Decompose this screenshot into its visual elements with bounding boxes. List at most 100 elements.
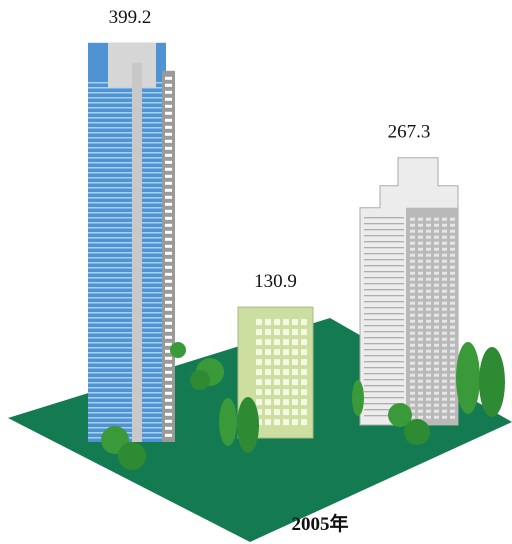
window <box>434 307 439 311</box>
window <box>256 339 262 346</box>
window <box>165 300 172 304</box>
window <box>450 307 455 311</box>
window <box>450 379 455 383</box>
window <box>410 361 415 365</box>
window <box>418 253 423 257</box>
window <box>450 349 455 353</box>
window <box>442 301 447 305</box>
window <box>292 369 298 376</box>
window <box>410 385 415 389</box>
window <box>418 397 423 401</box>
window <box>165 328 172 332</box>
window <box>450 415 455 419</box>
window <box>434 253 439 257</box>
window <box>434 337 439 341</box>
window <box>301 419 307 426</box>
window <box>418 319 423 323</box>
window <box>442 325 447 329</box>
window <box>426 337 431 341</box>
window <box>256 359 262 366</box>
window <box>434 319 439 323</box>
window <box>256 329 262 336</box>
window <box>274 319 280 326</box>
window <box>265 399 271 406</box>
window <box>165 118 172 122</box>
window <box>256 409 262 416</box>
window <box>450 325 455 329</box>
window <box>434 277 439 281</box>
window <box>426 223 431 227</box>
window <box>301 409 307 416</box>
window <box>274 379 280 386</box>
window <box>292 389 298 396</box>
window <box>165 293 172 297</box>
window <box>442 313 447 317</box>
window <box>274 399 280 406</box>
window <box>410 265 415 269</box>
window <box>450 223 455 227</box>
window <box>426 253 431 257</box>
window <box>418 289 423 293</box>
window <box>450 403 455 407</box>
window <box>274 359 280 366</box>
window <box>410 313 415 317</box>
window <box>418 277 423 281</box>
window <box>283 369 289 376</box>
window <box>165 223 172 227</box>
window <box>165 111 172 115</box>
window <box>410 301 415 305</box>
window <box>274 369 280 376</box>
window <box>450 409 455 413</box>
window <box>434 379 439 383</box>
window <box>442 271 447 275</box>
window <box>165 258 172 262</box>
window <box>274 349 280 356</box>
window <box>434 235 439 239</box>
window <box>450 289 455 293</box>
window <box>418 229 423 233</box>
window <box>450 313 455 317</box>
window <box>434 385 439 389</box>
window <box>418 379 423 383</box>
window <box>265 359 271 366</box>
window <box>442 373 447 377</box>
window <box>426 373 431 377</box>
window <box>256 369 262 376</box>
window <box>265 319 271 326</box>
window <box>418 217 423 221</box>
window <box>434 397 439 401</box>
window <box>165 146 172 150</box>
window <box>256 319 262 326</box>
window <box>165 363 172 367</box>
window <box>426 259 431 263</box>
window <box>426 289 431 293</box>
window <box>434 259 439 263</box>
window <box>165 356 172 360</box>
window <box>165 384 172 388</box>
window <box>450 295 455 299</box>
window <box>442 367 447 371</box>
window <box>434 301 439 305</box>
window <box>301 389 307 396</box>
window <box>165 195 172 199</box>
window <box>450 385 455 389</box>
window <box>165 139 172 143</box>
window <box>165 342 172 346</box>
window <box>442 361 447 365</box>
window <box>442 229 447 233</box>
window <box>165 321 172 325</box>
window <box>426 397 431 401</box>
window <box>292 399 298 406</box>
window <box>256 379 262 386</box>
window <box>434 223 439 227</box>
window <box>256 389 262 396</box>
window <box>165 426 172 430</box>
window <box>165 167 172 171</box>
window <box>442 385 447 389</box>
window <box>434 349 439 353</box>
window <box>301 349 307 356</box>
window <box>410 325 415 329</box>
window <box>450 283 455 287</box>
window <box>442 343 447 347</box>
